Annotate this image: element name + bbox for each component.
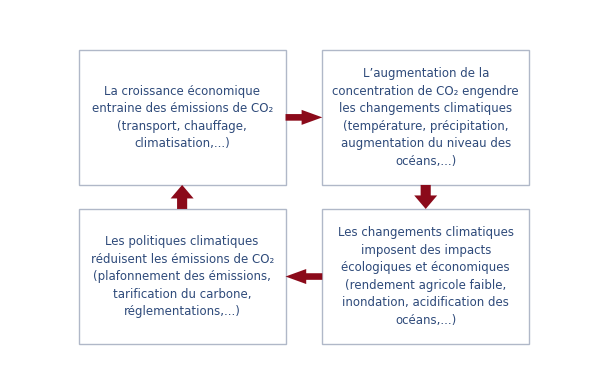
FancyBboxPatch shape	[323, 209, 529, 344]
FancyArrow shape	[414, 185, 437, 209]
Text: Les changements climatiques
imposent des impacts
écologiques et économiques
(ren: Les changements climatiques imposent des…	[337, 226, 514, 327]
FancyArrow shape	[286, 269, 323, 284]
FancyBboxPatch shape	[79, 209, 286, 344]
FancyBboxPatch shape	[79, 50, 286, 185]
FancyBboxPatch shape	[323, 50, 529, 185]
FancyArrow shape	[171, 185, 193, 209]
FancyArrow shape	[286, 110, 323, 125]
Text: Les politiques climatiques
réduisent les émissions de CO₂
(plafonnement des émis: Les politiques climatiques réduisent les…	[91, 235, 274, 318]
Text: L’augmentation de la
concentration de CO₂ engendre
les changements climatiques
(: L’augmentation de la concentration de CO…	[333, 67, 519, 168]
Text: La croissance économique
entraine des émissions de CO₂
(transport, chauffage,
cl: La croissance économique entraine des ém…	[91, 85, 273, 150]
